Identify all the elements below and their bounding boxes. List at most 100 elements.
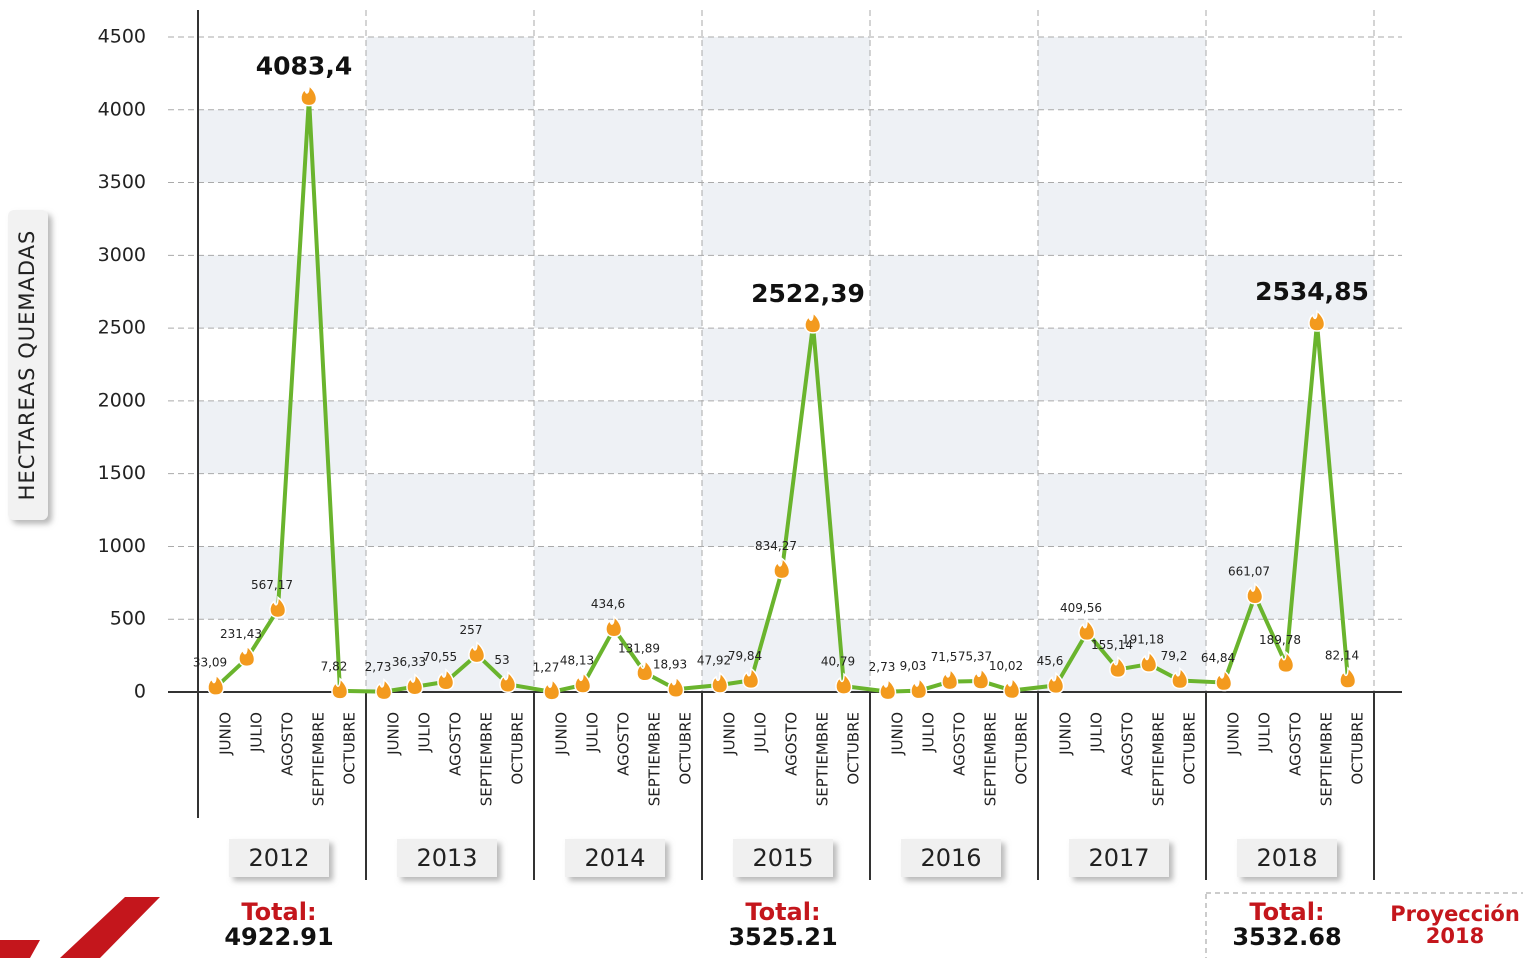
y-tick-label: 2500	[98, 317, 146, 339]
x-tick-label: OCTUBRE	[677, 712, 695, 785]
y-tick-label: 0	[134, 681, 146, 703]
flame-marker	[406, 673, 424, 696]
value-label: 71,5	[931, 650, 958, 664]
x-tick-label: JUNIO	[553, 712, 571, 756]
flame-marker	[1308, 309, 1326, 332]
value-label: 7,82	[321, 659, 348, 673]
x-tick-label: OCTUBRE	[845, 712, 863, 785]
value-label: 9,03	[900, 659, 927, 673]
x-tick-label: AGOSTO	[615, 712, 633, 776]
value-label: 10,02	[989, 659, 1023, 673]
year-label: 2017	[1088, 844, 1149, 872]
total-value: 4922.91	[224, 923, 333, 951]
x-tick-label: OCTUBRE	[509, 712, 527, 785]
value-label: 36,33	[392, 655, 426, 669]
flame-marker	[300, 84, 318, 107]
flame-marker	[331, 677, 349, 700]
flame-marker	[1109, 655, 1127, 679]
x-tick-label: JULIO	[416, 712, 434, 753]
y-tick-label: 500	[110, 608, 146, 630]
flame-marker	[1171, 666, 1189, 690]
flame-marker	[941, 668, 959, 691]
year-box	[565, 839, 665, 877]
flame-marker	[375, 678, 393, 701]
year-label: 2016	[920, 844, 981, 872]
band	[366, 182, 534, 256]
band	[534, 546, 702, 620]
flame-marker	[1277, 650, 1295, 674]
band	[870, 546, 1038, 620]
value-label: 1,27	[533, 660, 560, 674]
year-label: 2013	[416, 844, 477, 872]
value-label: 2534,85	[1255, 277, 1369, 306]
logo	[0, 940, 40, 958]
band	[702, 37, 870, 110]
total-value: 3532.68	[1232, 923, 1341, 951]
value-label: 661,07	[1228, 564, 1270, 578]
band	[702, 182, 870, 256]
total-value: 3525.21	[728, 923, 837, 951]
year-box	[733, 839, 833, 877]
band	[1206, 109, 1374, 183]
x-tick-label: AGOSTO	[1287, 712, 1305, 776]
flame-marker	[207, 673, 225, 696]
value-label: 64,84	[1201, 651, 1235, 665]
value-label: 47,92	[697, 654, 731, 668]
value-label: 33,09	[193, 656, 227, 670]
band	[1038, 37, 1206, 110]
value-label: 79,84	[728, 649, 762, 663]
x-tick-label: AGOSTO	[1119, 712, 1137, 776]
flame-marker	[468, 641, 486, 664]
flame-marker	[437, 668, 455, 691]
year-box	[229, 839, 329, 877]
value-label: 79,2	[1161, 649, 1188, 663]
year-box	[1237, 839, 1337, 877]
value-label: 82,14	[1325, 649, 1359, 663]
flame-marker	[1246, 582, 1264, 605]
flame-marker	[238, 644, 256, 668]
y-tick-label: 3500	[98, 171, 146, 193]
flame-marker	[667, 675, 685, 698]
flame-marker	[910, 677, 928, 700]
value-label: 18,93	[653, 658, 687, 672]
flame-marker	[269, 595, 287, 619]
x-tick-label: OCTUBRE	[1013, 712, 1031, 785]
x-tick-label: JUNIO	[385, 712, 403, 756]
band	[534, 400, 702, 474]
band	[1038, 473, 1206, 547]
value-label: 48,13	[560, 653, 594, 667]
value-label: 189,78	[1259, 633, 1301, 647]
band	[198, 109, 366, 183]
y-tick-label: 1000	[98, 535, 146, 557]
band	[870, 400, 1038, 474]
year-label: 2018	[1256, 844, 1317, 872]
band	[198, 255, 366, 329]
value-label: 2522,39	[751, 279, 865, 308]
value-label: 191,18	[1122, 633, 1164, 647]
x-tick-label: SEPTIEMBRE	[982, 712, 1000, 806]
flame-marker	[1078, 618, 1096, 642]
x-tick-label: JUNIO	[721, 712, 739, 756]
year-box	[1069, 839, 1169, 877]
x-tick-label: SEPTIEMBRE	[478, 712, 496, 806]
value-label: 434,6	[591, 597, 625, 611]
y-tick-label: 3000	[98, 244, 146, 266]
x-tick-label: OCTUBRE	[1181, 712, 1199, 785]
value-label: 834,27	[755, 539, 797, 553]
flame-marker	[499, 670, 517, 694]
x-tick-label: AGOSTO	[951, 712, 969, 776]
band	[534, 109, 702, 183]
x-tick-label: SEPTIEMBRE	[1150, 712, 1168, 806]
x-tick-label: AGOSTO	[447, 712, 465, 776]
value-label: 409,56	[1060, 601, 1102, 615]
logo	[60, 897, 160, 958]
band	[366, 37, 534, 110]
x-tick-label: SEPTIEMBRE	[814, 712, 832, 806]
value-label: 155,14	[1091, 638, 1133, 652]
x-tick-label: JULIO	[248, 712, 266, 753]
x-tick-label: AGOSTO	[279, 712, 297, 776]
year-box	[397, 839, 497, 877]
band	[366, 328, 534, 401]
